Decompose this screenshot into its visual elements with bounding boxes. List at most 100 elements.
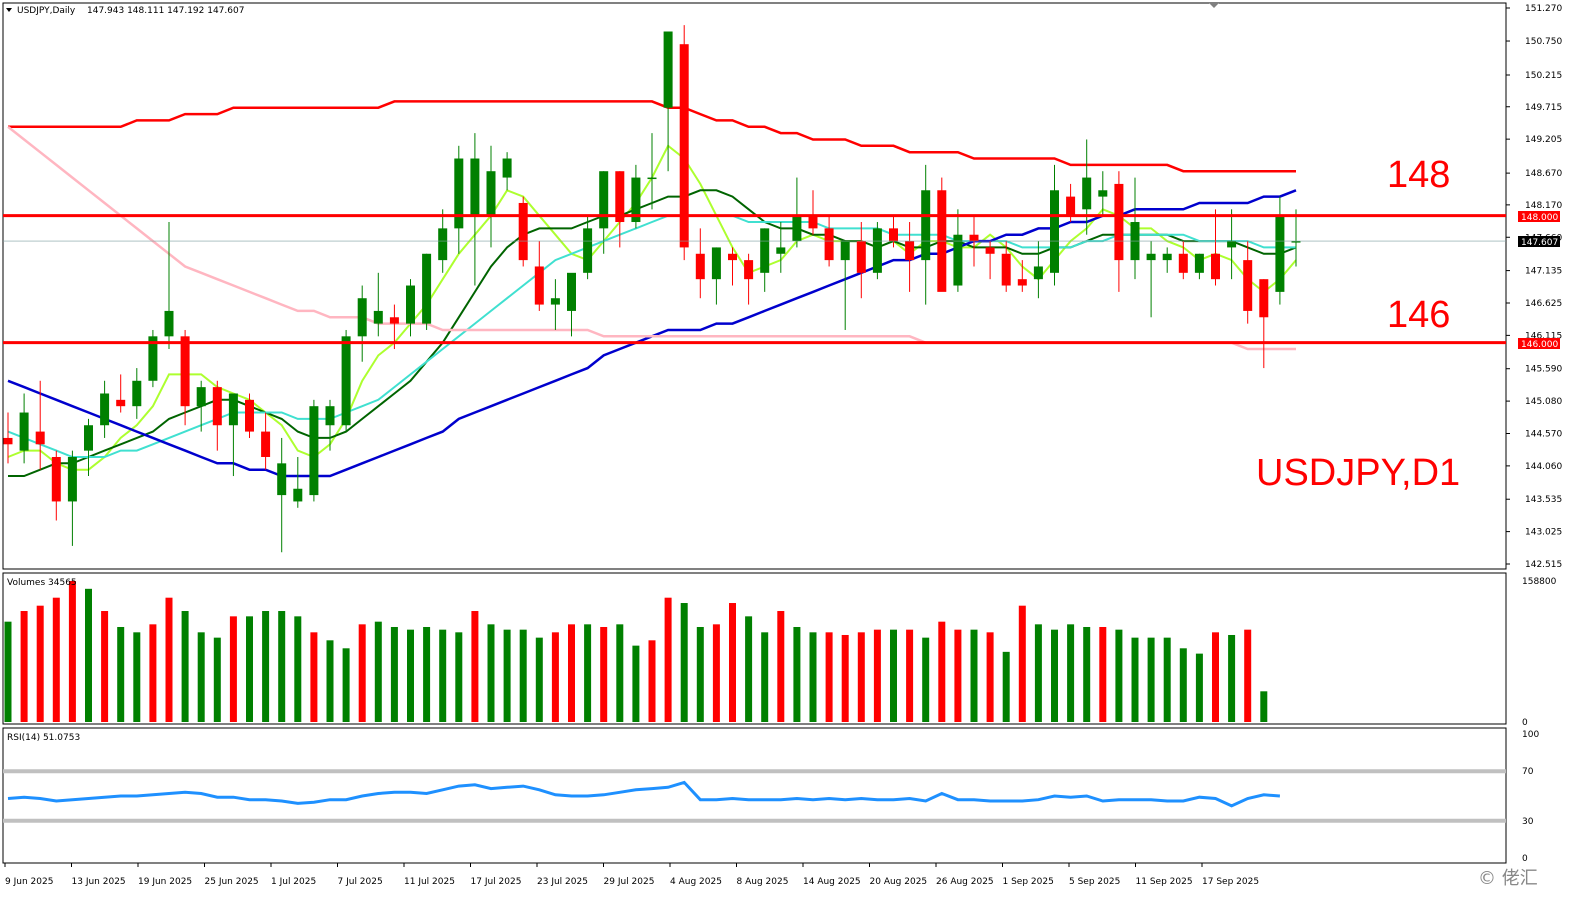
x-tick-label: 26 Aug 2025: [936, 877, 994, 887]
watermark-logo: © 佬汇: [1478, 868, 1538, 889]
x-tick-label: 5 Sep 2025: [1069, 877, 1120, 887]
candle-body: [889, 228, 898, 242]
candle-body: [325, 406, 335, 426]
y-tick-label: 144.060: [1525, 462, 1562, 472]
volume-bar: [519, 629, 527, 722]
candle-body: [615, 171, 625, 223]
volume-bar: [761, 632, 769, 722]
volume-bar: [342, 648, 350, 722]
volume-bar: [970, 629, 978, 722]
volume-bar: [278, 611, 286, 722]
scroll-marker-icon[interactable]: [1209, 3, 1219, 8]
x-tick-label: 4 Aug 2025: [670, 877, 722, 887]
candle-body: [389, 317, 399, 324]
candle-body: [100, 393, 110, 426]
candle-body: [470, 158, 480, 216]
volume-bar: [648, 640, 656, 722]
candle-body: [1227, 241, 1237, 248]
volume-bar: [1002, 651, 1010, 722]
candle-body: [1194, 253, 1204, 273]
candle-body: [3, 437, 13, 445]
y-tick-label: 150.215: [1525, 71, 1562, 81]
candle-body: [856, 241, 866, 273]
x-tick-label: 14 Aug 2025: [803, 877, 861, 887]
candle-body: [631, 177, 641, 223]
volume-bar: [857, 632, 865, 722]
candle-body: [1114, 183, 1124, 261]
x-tick-label: 17 Jul 2025: [471, 877, 522, 887]
volume-bar: [873, 629, 881, 722]
volume-bar: [1131, 637, 1139, 722]
rsi-series: [3, 769, 1506, 823]
y-tick-label: 143.535: [1525, 495, 1562, 505]
volume-bar: [1018, 605, 1026, 722]
volume-bar: [616, 624, 624, 722]
moving-average-line: [8, 100, 1296, 173]
candle-body: [132, 380, 142, 407]
volume-bar: [229, 616, 237, 722]
volume-bar: [358, 624, 366, 722]
horizontal-levels: [3, 214, 1506, 345]
volume-bar: [455, 632, 463, 722]
volume-panel[interactable]: [2, 572, 1507, 725]
y-tick-label: 145.590: [1525, 365, 1562, 375]
level-146-annotation: 146: [1387, 294, 1450, 336]
volume-bar: [568, 624, 575, 722]
volume-bar: [85, 588, 92, 722]
candle-body: [567, 272, 576, 311]
volume-bar: [262, 611, 270, 722]
volume-bar: [600, 626, 608, 722]
volume-bar: [101, 611, 109, 722]
volume-bar: [825, 632, 833, 722]
volume-bar: [20, 611, 28, 722]
candle-body: [679, 44, 689, 248]
candle-body: [1098, 190, 1108, 197]
volume-bar: [1034, 624, 1042, 722]
volume-bar: [745, 616, 753, 722]
x-tick-label: 23 Jul 2025: [537, 877, 588, 887]
volume-bar: [294, 616, 302, 722]
candle-body: [583, 228, 593, 273]
y-tick-label: 147.135: [1525, 267, 1562, 277]
x-tick-label: 19 Jun 2025: [138, 877, 192, 887]
collapse-triangle-icon[interactable]: [6, 8, 12, 12]
candle-body: [454, 158, 464, 229]
symbol-label: USDJPY,Daily: [17, 6, 76, 16]
ohlc-values: 147.943 148.111 147.192 147.607: [87, 6, 244, 16]
candle-body: [550, 298, 560, 305]
volume-bar: [584, 624, 592, 722]
candle-body: [1162, 253, 1172, 261]
volume-bar: [1212, 632, 1219, 722]
candle-body: [647, 177, 657, 180]
volume-bar: [165, 597, 173, 722]
y-tick-label: 146.115: [1525, 331, 1562, 341]
candle-body: [744, 260, 754, 280]
volume-bar: [68, 581, 76, 722]
candle-body: [905, 241, 915, 261]
volume-bar: [181, 611, 189, 722]
candle-body: [695, 253, 705, 280]
y-tick-label: 142.515: [1525, 560, 1562, 570]
x-tick-label: 1 Sep 2025: [1003, 877, 1054, 887]
candle-body: [1146, 253, 1156, 261]
candle-body: [1275, 215, 1285, 292]
x-tick-label: 17 Sep 2025: [1202, 877, 1259, 887]
candle-body: [84, 425, 93, 451]
volume-bar: [1260, 691, 1268, 722]
rsi-panel[interactable]: [2, 727, 1507, 864]
candle-body: [51, 456, 61, 502]
price-tag-146-bg: [1518, 338, 1560, 349]
volume-bar: [439, 629, 447, 722]
volume-title: Volumes 34565: [7, 578, 77, 588]
candle-body: [1001, 253, 1011, 286]
volume-bar: [407, 629, 414, 722]
rsi-tick-label: 0: [1522, 854, 1528, 864]
volume-bar: [1195, 653, 1203, 722]
x-tick-label: 11 Sep 2025: [1136, 877, 1193, 887]
symbol-timeframe-annotation: USDJPY,D1: [1256, 452, 1460, 494]
volume-bar: [390, 626, 398, 722]
volume-bar: [246, 616, 253, 722]
candle-body: [341, 336, 351, 426]
volume-bar: [213, 637, 221, 722]
